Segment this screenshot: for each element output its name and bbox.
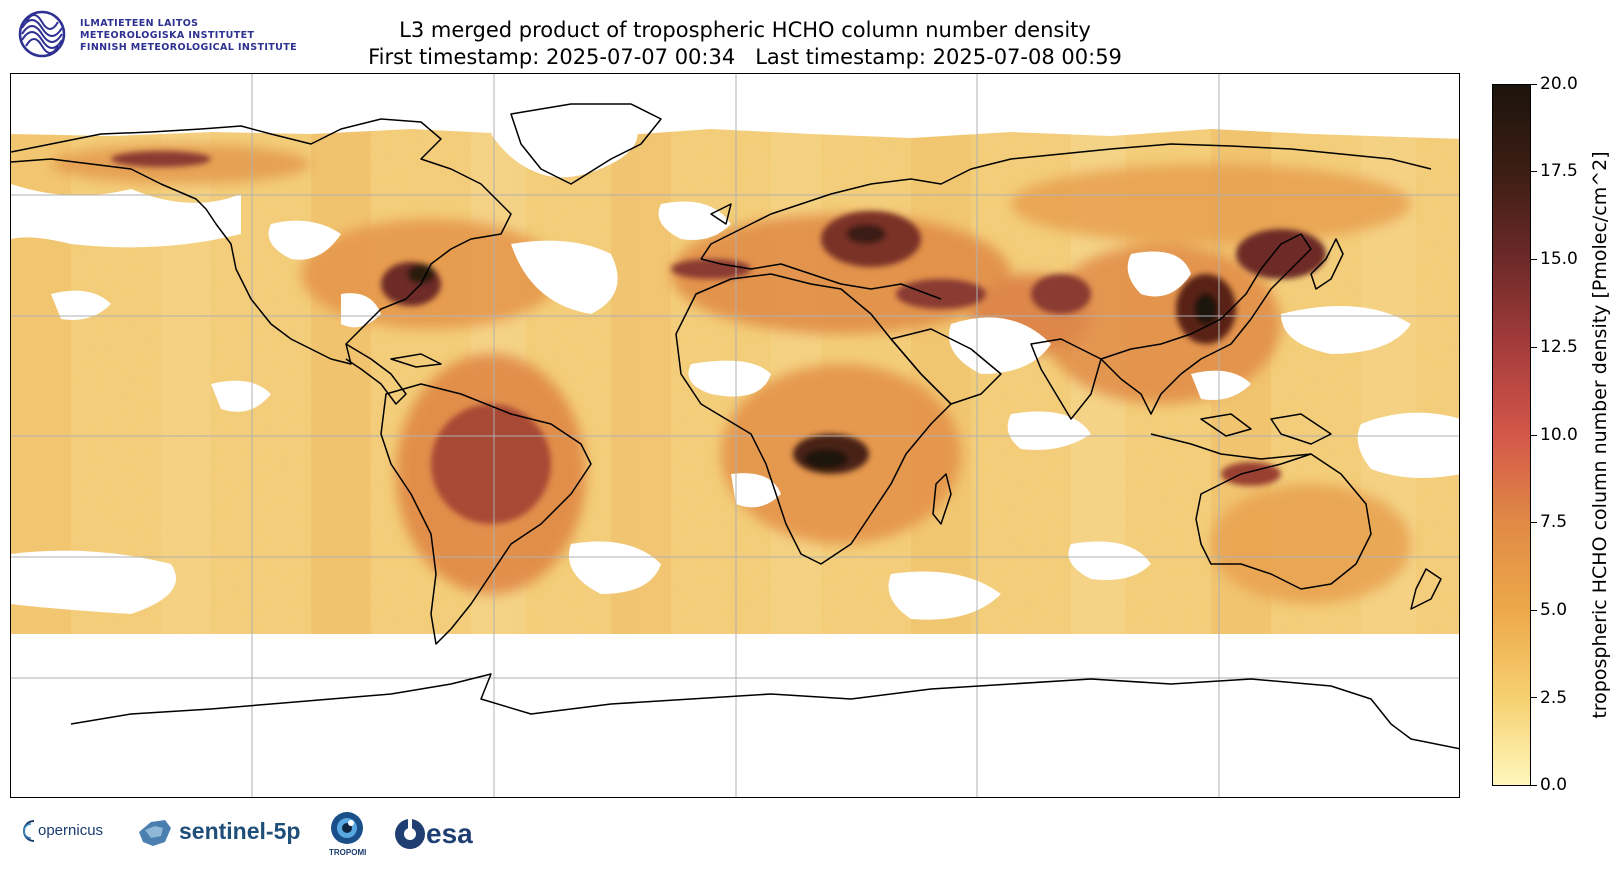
fmi-name-fi: ILMATIETEEN LAITOS — [80, 18, 199, 29]
plot-subtitle-timestamps: First timestamp: 2025-07-07 00:34 Last t… — [368, 45, 1122, 69]
colorbar-tick-mark — [1531, 697, 1537, 698]
fmi-name-sv: METEOROLOGISKA INSTITUTET — [80, 30, 255, 41]
fmi-logo: ILMATIETEEN LAITOS METEOROLOGISKA INSTIT… — [18, 8, 308, 60]
colorbar-tick-label: 2.5 — [1540, 688, 1568, 708]
tropomi-eye-icon — [331, 812, 363, 844]
colorbar-tick-label: 12.5 — [1540, 337, 1578, 357]
colorbar-tick-mark — [1531, 84, 1537, 85]
colorbar-tick-mark — [1531, 522, 1537, 523]
colorbar-tick-label: 15.0 — [1540, 249, 1578, 269]
copernicus-text: opernicus — [38, 822, 104, 839]
esa-icon — [395, 819, 425, 849]
colorbar-tick-mark — [1531, 785, 1537, 786]
colorbar-tick-label: 10.0 — [1540, 425, 1578, 445]
colorbar-tick-mark — [1531, 259, 1537, 260]
colorbar-label: tropospheric HCHO column number density … — [1589, 151, 1611, 719]
map-svg — [11, 74, 1459, 797]
fmi-emblem-icon — [18, 10, 66, 58]
colorbar-tick-mark — [1531, 435, 1537, 436]
colorbar-tick-label: 17.5 — [1540, 161, 1578, 181]
colorbar-tick-label: 7.5 — [1540, 512, 1568, 532]
esa-text: esa — [426, 818, 473, 849]
sentinel5p-text: sentinel-5p — [179, 818, 301, 844]
world-map — [10, 73, 1460, 798]
colorbar-tick-mark — [1531, 347, 1537, 348]
colorbar-tick-label: 0.0 — [1540, 775, 1568, 795]
copernicus-icon — [23, 820, 35, 842]
colorbar-tick-label: 5.0 — [1540, 600, 1568, 620]
sentinel5p-logo: sentinel-5p — [135, 812, 305, 852]
tropomi-text: TROPOMI — [329, 848, 367, 857]
copernicus-logo: opernicus — [20, 815, 110, 845]
fmi-name-en: FINNISH METEOROLOGICAL INSTITUTE — [80, 42, 298, 53]
colorbar-tick-mark — [1531, 610, 1537, 611]
satellite-icon — [139, 820, 171, 846]
esa-logo: esa — [392, 816, 492, 852]
colorbar — [1492, 84, 1531, 786]
tropomi-logo: TROPOMI — [325, 810, 369, 860]
plot-title: L3 merged product of tropospheric HCHO c… — [399, 18, 1091, 42]
colorbar-tick-mark — [1531, 171, 1537, 172]
map-gridlines — [11, 74, 1459, 797]
coastlines — [11, 103, 1459, 750]
colorbar-tick-label: 20.0 — [1540, 74, 1578, 94]
